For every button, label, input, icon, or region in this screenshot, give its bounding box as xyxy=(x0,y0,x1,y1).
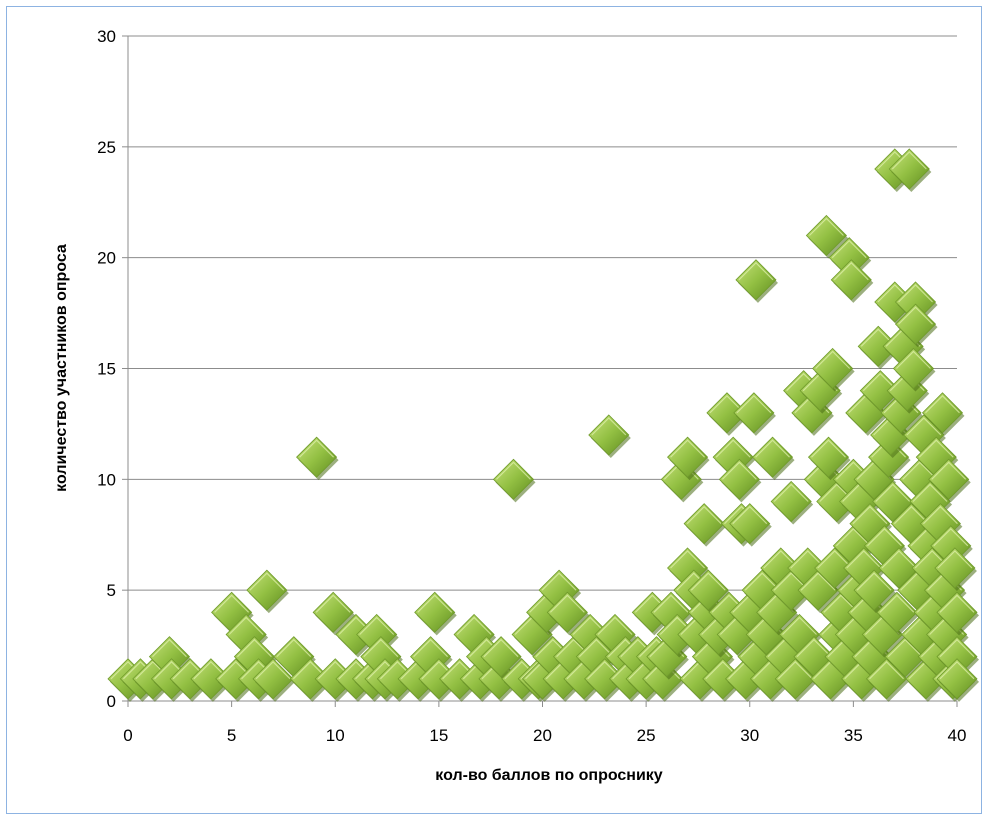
data-point xyxy=(921,392,965,436)
data-point xyxy=(810,658,853,702)
data-point xyxy=(733,392,776,436)
data-point xyxy=(252,658,296,702)
data-point xyxy=(588,414,631,458)
y-axis-title: количество участников опроса xyxy=(53,244,70,492)
axes xyxy=(127,36,957,702)
y-tick-labels: 0 5 10 15 20 25 30 xyxy=(97,27,116,711)
x-tick-label: 0 xyxy=(123,726,132,745)
y-tick-label: 5 xyxy=(107,581,116,600)
data-point xyxy=(414,591,457,636)
data-point xyxy=(936,591,979,636)
data-point xyxy=(718,458,762,503)
y-tick-label: 0 xyxy=(107,692,116,711)
data-point xyxy=(888,148,932,192)
data-point xyxy=(936,658,979,702)
data-point xyxy=(246,569,289,614)
x-tick-label: 30 xyxy=(740,726,759,745)
data-point xyxy=(706,392,749,436)
y-tick-label: 25 xyxy=(97,138,116,157)
y-tick-label: 20 xyxy=(97,249,116,268)
x-axis-title: кол-во баллов по опроснику xyxy=(435,767,663,784)
x-tick-label: 35 xyxy=(844,726,863,745)
x-tick-label: 10 xyxy=(326,726,345,745)
data-point xyxy=(934,547,977,591)
data-point xyxy=(683,503,727,547)
x-tick-labels: 0 5 10 15 20 25 30 35 40 xyxy=(123,726,966,745)
data-point xyxy=(807,436,851,481)
x-tick-label: 5 xyxy=(227,726,236,745)
data-point xyxy=(799,370,843,414)
data-point xyxy=(876,591,919,636)
data-point xyxy=(296,436,339,481)
data-point xyxy=(735,259,778,303)
data-point xyxy=(928,458,971,503)
x-tick-label: 25 xyxy=(637,726,656,745)
data-point xyxy=(751,436,795,481)
data-point xyxy=(770,480,814,525)
data-point xyxy=(892,347,936,392)
y-tick-label: 15 xyxy=(97,360,116,379)
data-point xyxy=(289,658,333,702)
data-point xyxy=(830,259,874,303)
data-point xyxy=(492,458,536,503)
y-tick-label: 30 xyxy=(97,27,116,46)
x-tick-label: 20 xyxy=(533,726,552,745)
y-tick-label: 10 xyxy=(97,470,116,489)
x-tick-label: 40 xyxy=(948,726,967,745)
data-point xyxy=(894,303,938,348)
data-point xyxy=(812,347,855,392)
data-point xyxy=(729,503,772,547)
data-point xyxy=(667,436,710,481)
x-tick-label: 15 xyxy=(429,726,448,745)
data-points xyxy=(107,148,979,702)
